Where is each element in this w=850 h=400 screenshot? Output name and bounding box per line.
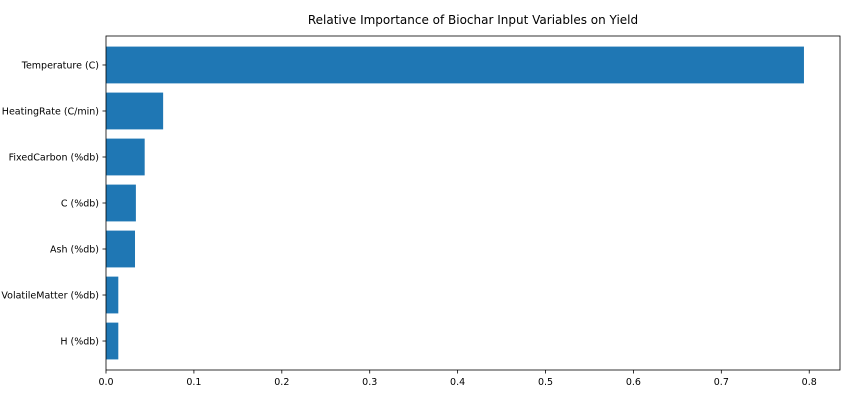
x-axis: 0.0 0.1 0.2 0.3 0.4 0.5 0.6 0.7 0.8 bbox=[98, 370, 817, 388]
y-tick-label-2: FixedCarbon (%db) bbox=[9, 152, 99, 163]
bar-0 bbox=[106, 46, 804, 84]
y-tick-label-5: VolatileMatter (%db) bbox=[1, 291, 99, 302]
x-tick-label-3: 0.3 bbox=[362, 377, 377, 388]
bar-4 bbox=[106, 230, 136, 268]
x-tick-label-4: 0.4 bbox=[450, 377, 465, 388]
y-axis: Temperature (C) HeatingRate (C/min) FixedC… bbox=[1, 60, 106, 348]
chart-title: Relative Importance of Biochar Input Var… bbox=[308, 13, 638, 27]
bar-6 bbox=[106, 322, 119, 360]
y-tick-label-0: Temperature (C) bbox=[21, 60, 99, 71]
plot-frame bbox=[105, 35, 841, 371]
y-tick-label-1: HeatingRate (C/min) bbox=[2, 106, 99, 117]
bar-2 bbox=[106, 138, 145, 176]
bar-3 bbox=[106, 184, 136, 222]
x-tick-label-7: 0.7 bbox=[714, 377, 729, 388]
y-tick-label-6: H (%db) bbox=[60, 337, 99, 348]
x-tick-label-1: 0.1 bbox=[186, 377, 201, 388]
x-tick-label-8: 0.8 bbox=[802, 377, 817, 388]
x-tick-label-5: 0.5 bbox=[538, 377, 553, 388]
x-tick-label-2: 0.2 bbox=[274, 377, 289, 388]
x-tick-label-6: 0.6 bbox=[626, 377, 641, 388]
bars-group bbox=[106, 46, 804, 360]
bar-1 bbox=[106, 92, 164, 130]
y-tick-label-3: C (%db) bbox=[61, 199, 99, 210]
x-tick-label-0: 0.0 bbox=[98, 377, 113, 388]
bar-5 bbox=[106, 276, 119, 314]
y-tick-label-4: Ash (%db) bbox=[50, 245, 99, 256]
